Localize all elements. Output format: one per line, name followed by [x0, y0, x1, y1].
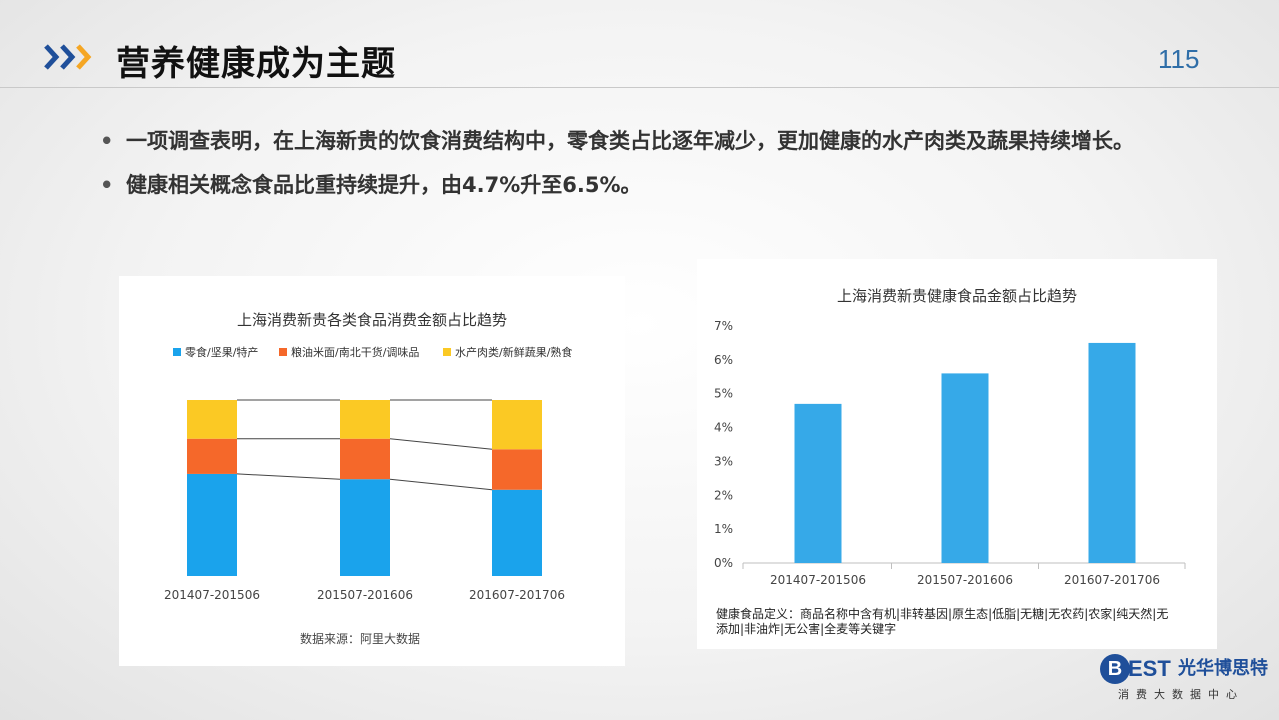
legend-label: 水产肉类/新鲜蔬果/熟食	[455, 345, 572, 359]
definition-line-2: 添加|非油炸|无公害|全麦等关键字	[716, 621, 896, 636]
y-tick-label: 1%	[714, 522, 733, 536]
x-tick-label: 201407-201506	[164, 588, 260, 602]
stacked-bar-chart: 上海消费新贵各类食品消费金额占比趋势 零食/坚果/特产 粮油米面/南北干货/调味…	[164, 311, 572, 646]
x-tick-label: 201607-201706	[469, 588, 565, 602]
health-bar	[941, 373, 989, 563]
page-title: 营养健康成为主题	[116, 44, 396, 84]
bullet-dot: •	[100, 129, 114, 153]
health-chart-card: 上海消费新贵健康食品金额占比趋势 0% 1% 2% 3% 4% 5% 6% 7% 201407…	[697, 259, 1217, 649]
stacked-bar-segment	[187, 400, 237, 439]
y-tick-label: 3%	[714, 454, 733, 468]
x-tick-label: 201507-201606	[317, 588, 413, 602]
health-bar-chart: 上海消费新贵健康食品金额占比趋势 0% 1% 2% 3% 4% 5% 6% 7% 201407…	[714, 287, 1186, 636]
y-tick-label: 0%	[714, 556, 733, 570]
x-tick-label: 201507-201606	[917, 573, 1013, 587]
bullet-item: • 健康相关概念食品比重持续提升，由4.7%升至6.5%。	[100, 168, 1180, 202]
y-tick-label: 2%	[714, 488, 733, 502]
chart-title: 上海消费新贵各类食品消费金额占比趋势	[237, 311, 507, 329]
definition-line-1: 健康食品定义：商品名称中含有机|非转基因|原生态|低脂|无糖|无农药|农家|纯天…	[716, 606, 1168, 621]
data-source: 数据来源：阿里大数据	[300, 631, 420, 646]
legend-label: 粮油米面/南北干货/调味品	[291, 345, 419, 359]
legend-swatch	[443, 348, 451, 356]
logo-mark: B	[1100, 654, 1130, 684]
stacked-bar-segment	[340, 479, 390, 576]
stacked-bar-segment	[492, 449, 542, 490]
logo-est: EST	[1128, 656, 1171, 681]
stacked-bar-segment	[340, 438, 390, 480]
stacked-bar-segment	[187, 438, 237, 474]
stacked-bar-segment	[492, 400, 542, 450]
chart-legend: 零食/坚果/特产 粮油米面/南北干货/调味品 水产肉类/新鲜蔬果/熟食	[173, 345, 572, 359]
connector-line	[389, 478, 493, 491]
bullet-text: 一项调查表明，在上海新贵的饮食消费结构中，零食类占比逐年减少，更加健康的水产肉类…	[126, 129, 1134, 153]
company-logo: B EST 光华博思特 消费大数据中心	[1100, 654, 1270, 704]
chevron-arrows-icon	[44, 44, 92, 70]
page-number: 115	[1158, 44, 1200, 74]
y-tick-label: 6%	[714, 353, 733, 367]
connector-line	[236, 473, 341, 480]
bullet-dot: •	[100, 173, 114, 197]
chart-title: 上海消费新贵健康食品金额占比趋势	[837, 287, 1077, 305]
y-tick-label: 4%	[714, 421, 733, 435]
bullet-text: 健康相关概念食品比重持续提升，由4.7%升至6.5%。	[126, 173, 642, 197]
health-bar	[794, 403, 842, 563]
logo-name: 光华博思特	[1178, 658, 1268, 679]
legend-label: 零食/坚果/特产	[185, 345, 258, 359]
bullet-list: • 一项调查表明，在上海新贵的饮食消费结构中，零食类占比逐年减少，更加健康的水产…	[100, 124, 1180, 212]
health-bar	[1088, 342, 1136, 563]
slide-header: 营养健康成为主题 115	[0, 0, 1279, 88]
x-tick-label: 201407-201506	[770, 573, 866, 587]
legend-swatch	[279, 348, 287, 356]
connector-line	[389, 438, 493, 450]
logo-subtitle: 消费大数据中心	[1118, 688, 1244, 701]
stacked-chart-card: 上海消费新贵各类食品消费金额占比趋势 零食/坚果/特产 粮油米面/南北干货/调味…	[119, 276, 625, 666]
header-divider	[0, 87, 1279, 88]
legend-swatch	[173, 348, 181, 356]
y-tick-label: 7%	[714, 319, 733, 333]
stacked-bar-segment	[492, 489, 542, 576]
stacked-bar-segment	[187, 473, 237, 576]
stacked-bar-segment	[340, 400, 390, 439]
x-tick-label: 201607-201706	[1064, 573, 1160, 587]
y-tick-label: 5%	[714, 387, 733, 401]
bullet-item: • 一项调查表明，在上海新贵的饮食消费结构中，零食类占比逐年减少，更加健康的水产…	[100, 124, 1180, 158]
